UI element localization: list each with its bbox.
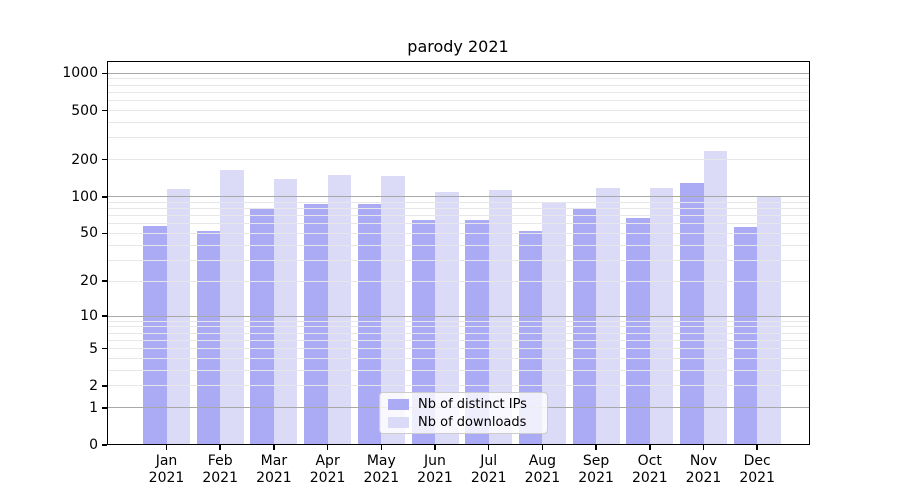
- y-axis-tick: [102, 444, 107, 446]
- y-axis-tick: [102, 280, 107, 282]
- y-axis-tick: [102, 195, 107, 198]
- bar-sep-distinct-ips: [572, 208, 597, 445]
- y-gridline-minor: [107, 78, 810, 80]
- bar-jan-distinct-ips: [143, 225, 167, 445]
- bar-mar-distinct-ips: [250, 209, 274, 445]
- x-axis-tick-label: Sep 2021: [578, 453, 614, 486]
- bar-apr-distinct-ips: [304, 203, 328, 445]
- x-axis-tick-label: Jun 2021: [417, 453, 453, 486]
- y-gridline-minor: [107, 122, 810, 124]
- x-axis-tick-label: Apr 2021: [309, 453, 346, 486]
- x-axis-tick: [165, 445, 168, 450]
- legend-item-distinct-ips: Nb of distinct IPs: [388, 397, 539, 412]
- x-axis-tick-label: Mar 2021: [256, 453, 292, 486]
- bar-sep-downloads: [596, 187, 620, 445]
- y-axis-tick-label: 20: [80, 273, 98, 290]
- bar-mar-downloads: [273, 179, 298, 445]
- y-axis-tick: [102, 347, 107, 350]
- y-axis-tick: [102, 406, 107, 409]
- y-axis-tick: [102, 158, 107, 161]
- y-axis-tick-label: 1000: [62, 65, 98, 82]
- bar-jul-distinct-ips: [465, 219, 489, 445]
- legend-item-downloads: Nb of downloads: [388, 415, 539, 430]
- bar-oct-distinct-ips: [626, 218, 650, 445]
- x-axis-tick: [649, 445, 651, 450]
- y-axis-tick: [102, 72, 107, 75]
- x-axis-tick-label: Jul 2021: [470, 453, 507, 486]
- x-axis-tick-label: Jan 2021: [148, 453, 185, 486]
- legend-label-downloads: Nb of downloads: [418, 414, 527, 430]
- x-axis-tick-label: Dec 2021: [739, 453, 776, 486]
- bar-dec-distinct-ips: [733, 227, 758, 445]
- chart-title: parody 2021: [407, 37, 509, 56]
- legend-label-distinct-ips: Nb of distinct IPs: [418, 396, 527, 412]
- y-axis-tick-label: 200: [71, 151, 98, 168]
- y-axis-tick-label: 10: [80, 308, 98, 324]
- bar-nov-distinct-ips: [680, 182, 704, 445]
- y-axis-tick-label: 2: [89, 377, 98, 394]
- x-axis-tick: [219, 445, 221, 450]
- x-axis-tick-label: May 2021: [363, 453, 400, 486]
- x-axis-tick-label: Aug 2021: [524, 453, 561, 486]
- bar-jul-downloads: [488, 190, 513, 445]
- y-gridline-minor: [107, 84, 810, 86]
- bar-nov-downloads: [703, 151, 727, 445]
- bar-may-downloads: [381, 175, 405, 445]
- legend-swatch-distinct-ips: [388, 398, 409, 410]
- legend: Nb of distinct IPs Nb of downloads: [379, 392, 548, 434]
- legend-swatch-downloads: [388, 416, 409, 428]
- bar-jun-downloads: [435, 191, 459, 445]
- y-axis-tick: [102, 315, 107, 317]
- y-gridline-major: [107, 72, 810, 74]
- x-axis-tick: [273, 445, 275, 450]
- y-gridline-minor: [107, 137, 810, 139]
- y-axis-tick-label: 500: [71, 102, 98, 119]
- y-axis-tick-label: 5: [89, 340, 98, 357]
- x-axis-tick-label: Feb 2021: [202, 453, 239, 486]
- x-axis-tick: [595, 445, 597, 450]
- y-axis-tick-label: 0: [89, 437, 98, 453]
- x-axis-tick: [380, 445, 383, 450]
- y-axis-tick: [102, 385, 107, 387]
- y-axis-tick: [102, 232, 107, 235]
- x-axis-tick-label: Nov 2021: [685, 453, 722, 486]
- x-axis-tick: [541, 445, 544, 450]
- bar-may-distinct-ips: [357, 204, 382, 445]
- bar-jun-distinct-ips: [411, 219, 435, 445]
- y-axis-tick-label: 100: [71, 188, 98, 205]
- bar-jan-downloads: [166, 189, 190, 445]
- bar-apr-downloads: [327, 175, 352, 445]
- y-axis-tick-label: 1: [89, 399, 98, 416]
- y-axis-tick-label: 50: [80, 225, 98, 242]
- y-gridline-minor: [107, 110, 810, 112]
- bar-dec-downloads: [757, 197, 781, 445]
- y-axis-tick: [102, 109, 107, 112]
- bar-feb-distinct-ips: [196, 231, 221, 445]
- x-axis-tick: [756, 445, 758, 450]
- bar-oct-downloads: [649, 187, 674, 445]
- x-axis-tick: [326, 445, 329, 450]
- x-axis-tick: [434, 445, 436, 450]
- bar-aug-downloads: [542, 201, 566, 445]
- x-axis-tick: [487, 445, 490, 450]
- bar-feb-downloads: [220, 169, 244, 445]
- x-axis-tick-label: Oct 2021: [631, 453, 668, 486]
- y-gridline-minor: [107, 100, 810, 102]
- plot-area: Nb of distinct IPs Nb of downloads 0 1 2 5 1…: [62, 61, 810, 486]
- x-axis-tick: [702, 445, 705, 450]
- y-gridline-minor: [107, 92, 810, 93]
- bar-aug-distinct-ips: [518, 231, 543, 445]
